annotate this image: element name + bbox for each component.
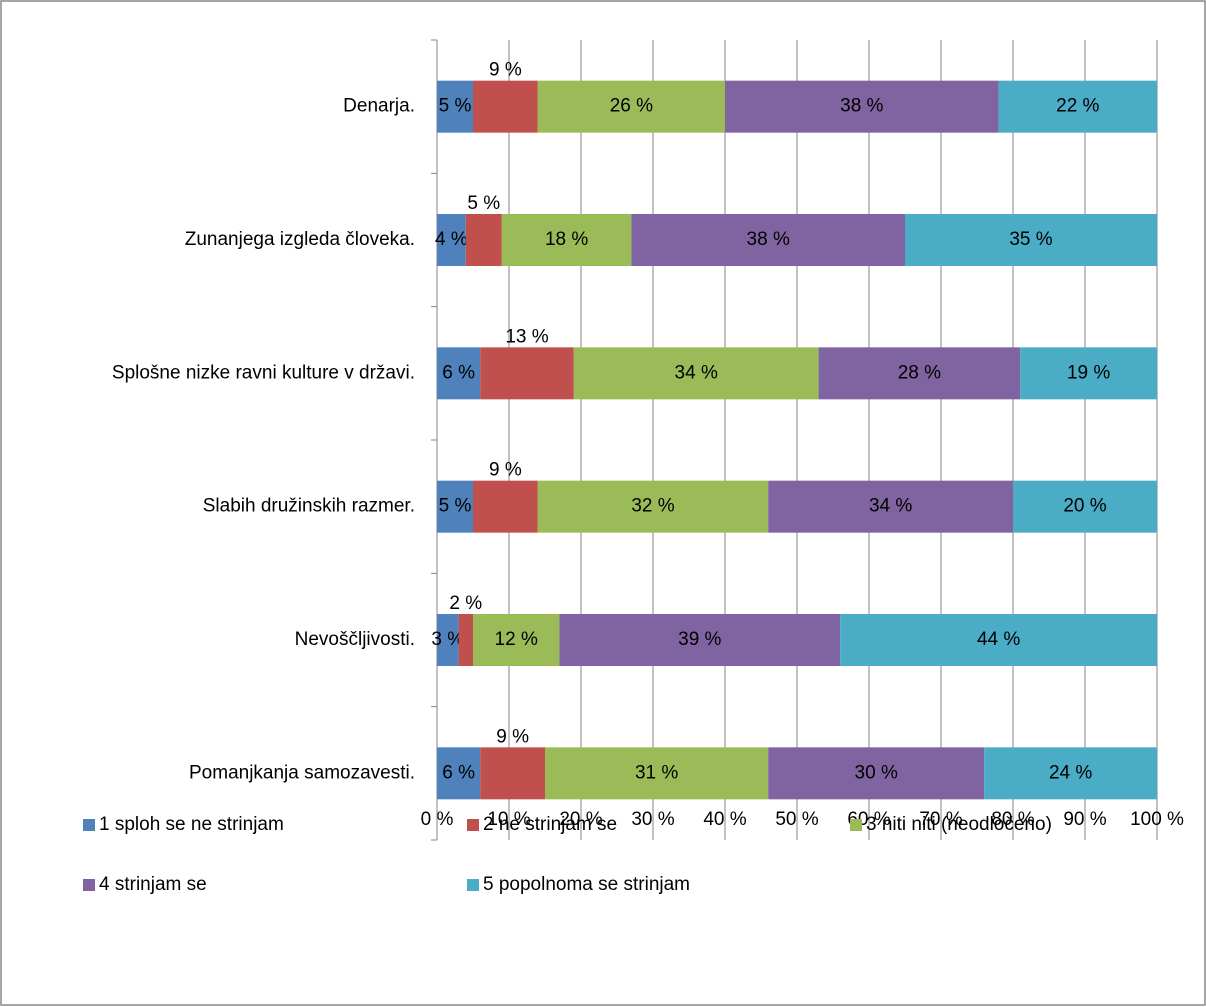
x-tick-label: 90 % bbox=[1063, 809, 1106, 830]
bar-segment bbox=[545, 747, 769, 800]
bar-segment bbox=[998, 80, 1157, 133]
legend-swatch bbox=[83, 879, 95, 891]
bar-segment bbox=[501, 214, 632, 266]
data-label: 20 % bbox=[1063, 496, 1106, 517]
data-label: 2 % bbox=[449, 593, 482, 614]
data-label: 9 % bbox=[489, 60, 522, 81]
bar-segment bbox=[480, 347, 574, 400]
bar-segment bbox=[537, 80, 725, 133]
bar-segment bbox=[473, 480, 538, 533]
bar-segment bbox=[480, 747, 545, 800]
data-label: 32 % bbox=[631, 496, 674, 517]
data-label: 13 % bbox=[505, 326, 548, 347]
bar-segment bbox=[631, 214, 905, 266]
bar-segment bbox=[437, 80, 473, 133]
data-label: 5 % bbox=[467, 193, 500, 214]
data-label: 28 % bbox=[898, 362, 941, 383]
bar-segment bbox=[905, 214, 1157, 266]
x-tick-label: 50 % bbox=[775, 809, 818, 830]
data-label: 6 % bbox=[442, 362, 475, 383]
category-label: Denarja. bbox=[343, 96, 415, 117]
data-label: 12 % bbox=[495, 629, 538, 650]
data-label: 22 % bbox=[1056, 96, 1099, 117]
legend-label: 2 ne strinjam se bbox=[483, 814, 617, 835]
data-label: 24 % bbox=[1049, 762, 1092, 783]
data-label: 39 % bbox=[678, 629, 721, 650]
x-tick-label: 40 % bbox=[703, 809, 746, 830]
category-label: Pomanjkanja samozavesti. bbox=[189, 762, 415, 783]
x-tick-label: 70 % bbox=[919, 809, 962, 830]
data-label: 34 % bbox=[869, 496, 912, 517]
bar-segment bbox=[437, 747, 481, 800]
data-label: 4 % bbox=[435, 229, 468, 250]
x-tick-label: 30 % bbox=[631, 809, 674, 830]
bar-segment bbox=[458, 614, 473, 666]
legend-label: 5 popolnoma se strinjam bbox=[483, 874, 690, 895]
data-label: 19 % bbox=[1067, 362, 1110, 383]
bar-segment bbox=[840, 614, 1157, 666]
bar-segment bbox=[1013, 480, 1157, 533]
data-label: 3 % bbox=[431, 629, 464, 650]
bar-segment bbox=[437, 480, 473, 533]
data-label: 35 % bbox=[1009, 229, 1052, 250]
category-label: Splošne nizke ravni kulture v državi. bbox=[112, 362, 415, 383]
bar-segment bbox=[437, 347, 481, 400]
data-label: 18 % bbox=[545, 229, 588, 250]
legend-label: 1 sploh se ne strinjam bbox=[99, 814, 284, 835]
bar-segment bbox=[573, 347, 819, 400]
legend-swatch bbox=[467, 879, 479, 891]
bar-segment bbox=[818, 347, 1021, 400]
legend-swatch bbox=[83, 819, 95, 831]
category-label: Nevoščljivosti. bbox=[295, 629, 415, 650]
data-label: 6 % bbox=[442, 762, 475, 783]
bar-segment bbox=[768, 480, 1013, 533]
data-label: 44 % bbox=[977, 629, 1020, 650]
data-label: 5 % bbox=[439, 96, 472, 117]
data-label: 34 % bbox=[675, 362, 718, 383]
bar-segment bbox=[1020, 347, 1157, 400]
category-label: Zunanjega izgleda človeka. bbox=[185, 229, 415, 250]
legend-swatch bbox=[850, 819, 862, 831]
bar-segment bbox=[437, 614, 459, 666]
bar-segment bbox=[437, 214, 466, 266]
legend-label: 3 niti niti (neodločeno) bbox=[866, 814, 1052, 835]
bar-segment bbox=[559, 614, 841, 666]
bar-segment bbox=[473, 80, 538, 133]
category-label: Slabih družinskih razmer. bbox=[203, 496, 415, 517]
x-tick-label: 20 % bbox=[559, 809, 602, 830]
bar-segment bbox=[725, 80, 999, 133]
x-tick-label: 80 % bbox=[991, 809, 1034, 830]
bar-segment bbox=[537, 480, 769, 533]
data-label: 5 % bbox=[439, 496, 472, 517]
legend-swatch bbox=[467, 819, 479, 831]
legend-label: 4 strinjam se bbox=[99, 874, 207, 895]
data-label: 38 % bbox=[747, 229, 790, 250]
data-label: 9 % bbox=[496, 726, 529, 747]
x-tick-label: 100 % bbox=[1130, 809, 1184, 830]
bar-segment bbox=[473, 614, 560, 666]
data-label: 30 % bbox=[855, 762, 898, 783]
bar-segment bbox=[465, 214, 502, 266]
data-label: 38 % bbox=[840, 96, 883, 117]
bar-segment bbox=[768, 747, 985, 800]
data-label: 9 % bbox=[489, 460, 522, 481]
data-label: 26 % bbox=[610, 96, 653, 117]
bar-segment bbox=[984, 747, 1157, 800]
data-label: 31 % bbox=[635, 762, 678, 783]
x-tick-label: 10 % bbox=[487, 809, 530, 830]
